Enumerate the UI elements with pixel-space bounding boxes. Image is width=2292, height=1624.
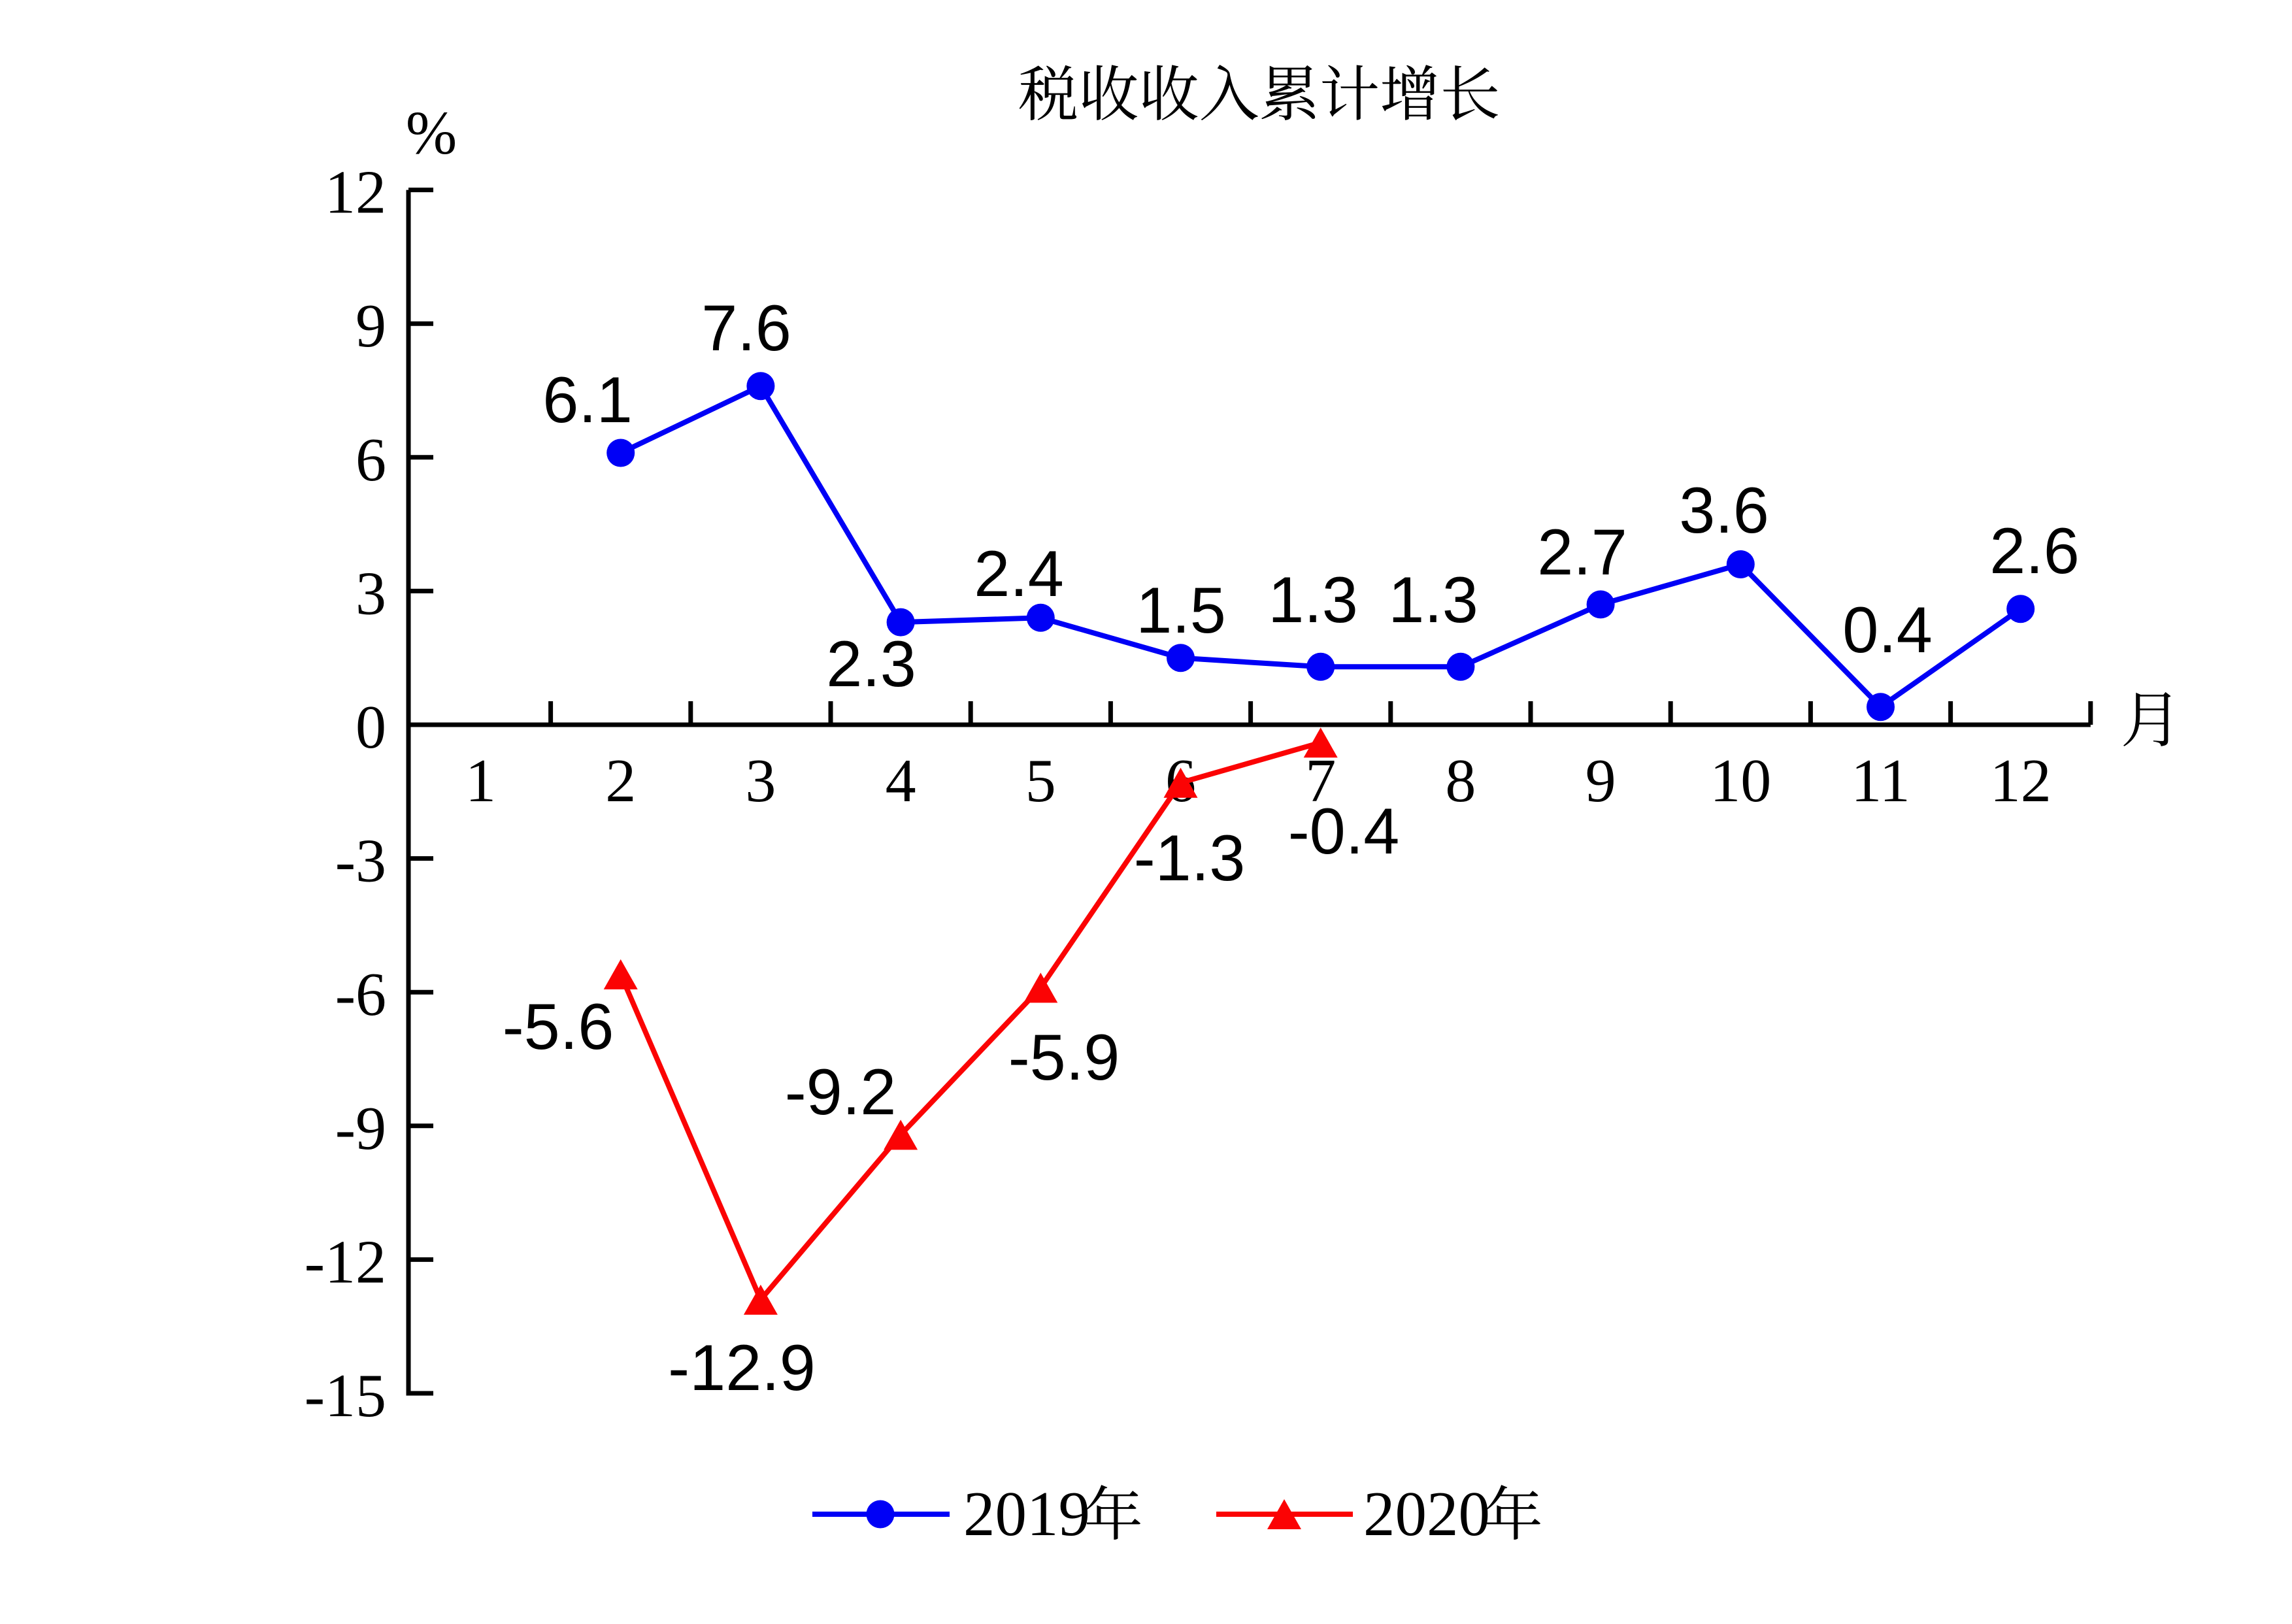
svg-text:-5.9: -5.9 (1008, 1021, 1120, 1093)
svg-text:4: 4 (886, 747, 916, 815)
svg-text:12: 12 (325, 159, 386, 227)
svg-text:-12.9: -12.9 (668, 1331, 816, 1404)
svg-text:%: % (406, 99, 457, 167)
svg-text:7.6: 7.6 (701, 291, 791, 364)
svg-text:6.1: 6.1 (542, 363, 633, 436)
svg-text:1: 1 (465, 747, 496, 815)
svg-text:2: 2 (605, 747, 636, 815)
svg-text:-3: -3 (335, 827, 386, 895)
svg-text:1.3: 1.3 (1268, 563, 1358, 636)
svg-text:5: 5 (1025, 747, 1056, 815)
svg-text:0.4: 0.4 (1842, 593, 1933, 666)
svg-text:1.3: 1.3 (1388, 563, 1478, 636)
svg-text:-0.4: -0.4 (1288, 795, 1400, 867)
svg-text:12: 12 (1990, 747, 2051, 815)
svg-text:3: 3 (745, 747, 776, 815)
svg-text:1.5: 1.5 (1136, 574, 1226, 646)
svg-text:0: 0 (356, 693, 386, 761)
svg-text:-5.6: -5.6 (503, 990, 614, 1063)
svg-text:2.3: 2.3 (826, 627, 916, 700)
svg-text:6: 6 (356, 426, 386, 494)
svg-text:9: 9 (1586, 747, 1616, 815)
svg-text:10: 10 (1710, 747, 1771, 815)
svg-text:3.6: 3.6 (1679, 474, 1769, 546)
svg-text:2020: 2020 (1363, 1479, 1490, 1549)
svg-text:9: 9 (356, 292, 386, 360)
svg-text:-12: -12 (305, 1228, 386, 1296)
svg-text:-9.2: -9.2 (785, 1055, 897, 1128)
svg-text:-1.3: -1.3 (1134, 821, 1246, 894)
svg-text:8: 8 (1445, 747, 1476, 815)
svg-text:-15: -15 (305, 1362, 386, 1430)
svg-text:11: 11 (1851, 747, 1910, 815)
svg-text:2019: 2019 (963, 1479, 1090, 1549)
svg-text:-9: -9 (335, 1095, 386, 1163)
svg-text:2.7: 2.7 (1537, 516, 1627, 588)
svg-text:2.6: 2.6 (1989, 514, 2080, 587)
svg-text:3: 3 (356, 559, 386, 627)
svg-text:2.4: 2.4 (974, 537, 1064, 610)
svg-text:7: 7 (1305, 747, 1336, 815)
svg-text:-6: -6 (335, 961, 386, 1029)
